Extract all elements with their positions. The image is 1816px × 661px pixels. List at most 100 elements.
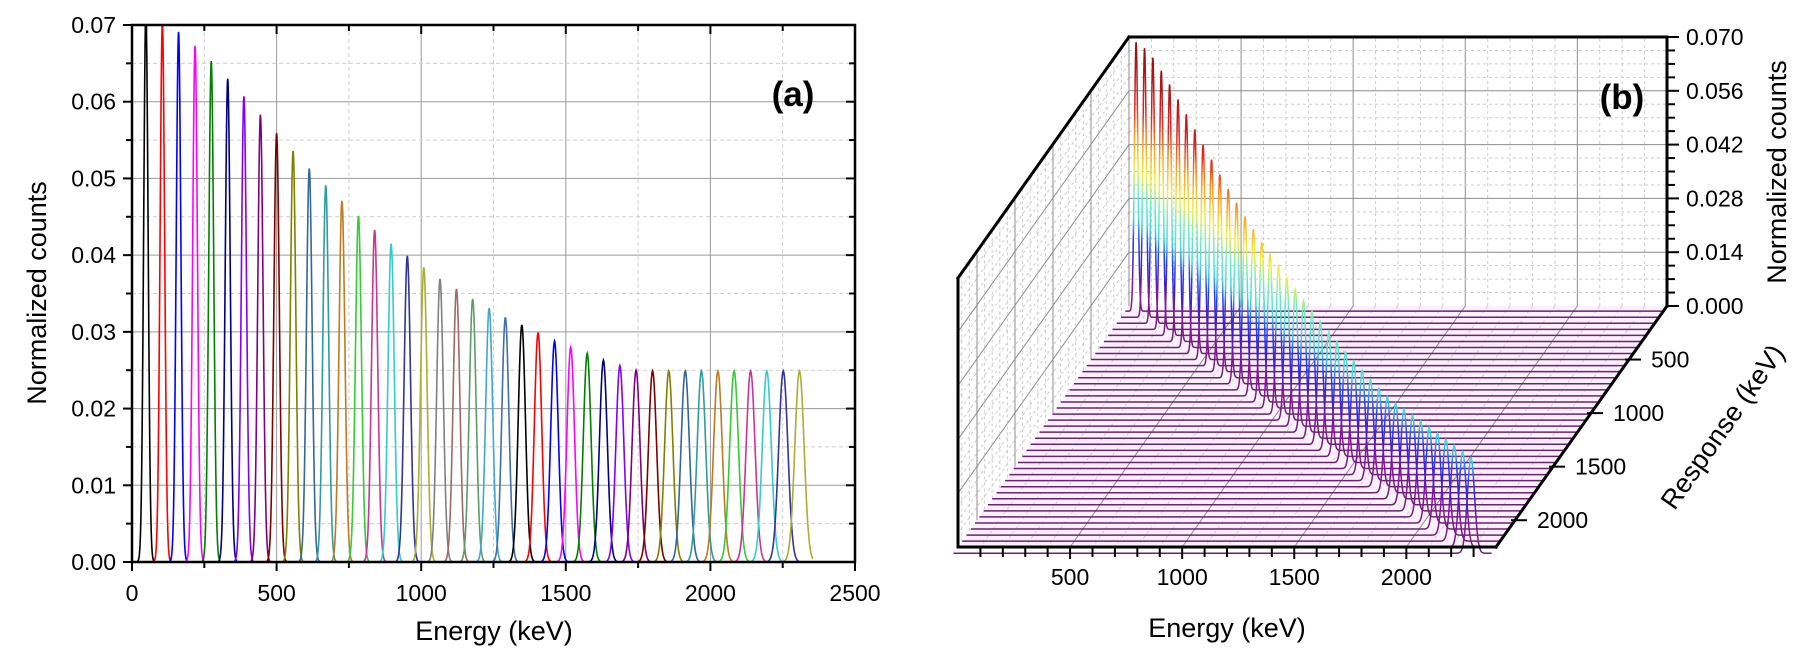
floor-grid-x <box>1383 305 1556 548</box>
trace-group <box>1125 42 1664 312</box>
y-tick-label: 0.00 <box>71 549 116 575</box>
z-tick-label: 0.014 <box>1686 239 1744 265</box>
series-line-25 <box>537 338 572 562</box>
trace-group <box>1116 57 1655 324</box>
trace-line-2 <box>1116 57 1655 324</box>
trace-group <box>1005 377 1544 482</box>
side-wall-grid-z <box>957 171 1130 413</box>
y-tick-label: 0.03 <box>71 319 116 345</box>
series-line-2 <box>167 31 190 562</box>
floor-grid-x <box>1092 305 1264 548</box>
series-line-27 <box>569 350 605 562</box>
side-wall-grid-z <box>957 90 1130 333</box>
trace-line-16 <box>1056 251 1595 409</box>
trace-group <box>962 443 1501 542</box>
series-line-28 <box>585 357 622 562</box>
series-line-18 <box>425 278 455 562</box>
panel-b-walls <box>958 37 1667 547</box>
trace-group <box>1026 329 1565 452</box>
side-wall-grid-z <box>957 198 1130 440</box>
trace-line-4 <box>1108 84 1647 337</box>
panel-a-chart: 0 500 1000 1500 2000 2500 0.00 0.01 0.02 0.03 0.04… <box>22 12 881 646</box>
series-line-0 <box>135 25 156 562</box>
panel-b-label: (b) <box>1600 78 1645 117</box>
floor-grid-x <box>1249 305 1421 548</box>
series-line-1 <box>152 25 173 562</box>
trace-group <box>1108 84 1647 337</box>
panel-a-x-axis-title: Energy (keV) <box>415 616 573 646</box>
trace-line-1 <box>1121 48 1660 318</box>
panel-b-z-axis-title: Normalized counts <box>1762 60 1792 284</box>
floor-grid-x <box>1159 305 1332 548</box>
trace-group <box>1000 386 1539 488</box>
series-line-11 <box>312 185 339 562</box>
side-wall-grid-z <box>957 225 1130 467</box>
panel-b-axes: 500 1000 1500 2000 500 1000 1500 2000 0.000 0.014… <box>955 24 1744 590</box>
trace-line-28 <box>1005 377 1544 482</box>
series-line-10 <box>296 168 323 562</box>
floor-grid-x <box>980 305 1152 548</box>
trace-line-17 <box>1052 263 1591 415</box>
trace-line-20 <box>1039 297 1578 433</box>
trace-line-15 <box>1060 242 1599 403</box>
trace-line-22 <box>1030 319 1569 446</box>
series-line-22 <box>489 317 522 562</box>
floor-grid-x <box>1136 305 1309 548</box>
series-line-19 <box>441 288 472 562</box>
trace-line-0 <box>1125 42 1664 312</box>
series-line-29 <box>602 363 638 562</box>
y-tick-label: 0.07 <box>71 12 116 38</box>
floor-grid-x <box>1271 305 1444 548</box>
trace-group <box>1056 251 1595 409</box>
panel-a-y-axis-title: Normalized counts <box>22 181 52 405</box>
trace-line-6 <box>1099 114 1638 349</box>
series-line-9 <box>280 150 306 562</box>
panel-b-traces <box>953 42 1664 554</box>
panel-a-series <box>132 25 814 562</box>
side-wall-grid-z <box>957 265 1130 507</box>
trace-group <box>1082 174 1621 373</box>
trace-group <box>1043 286 1582 427</box>
trace-line-14 <box>1065 229 1604 397</box>
x-tick-label: 500 <box>1051 564 1089 590</box>
x-tick-label: 1000 <box>396 580 447 606</box>
series-line-39 <box>762 368 804 562</box>
trace-group <box>1078 188 1617 379</box>
trace-line-26 <box>1013 359 1552 470</box>
trace-line-10 <box>1082 174 1621 373</box>
trace-group <box>1069 216 1608 391</box>
y-tick-label: 0.05 <box>71 165 116 191</box>
side-top-edge <box>955 34 1132 281</box>
series-line-31 <box>634 368 671 562</box>
x-tick-label: 0 <box>126 580 139 606</box>
series-line-20 <box>457 298 489 562</box>
series-line-37 <box>730 368 771 562</box>
trace-group <box>1060 242 1599 403</box>
floor-grid-x <box>1226 305 1399 548</box>
trace-group <box>1086 159 1625 367</box>
side-wall-grid-z <box>957 50 1130 292</box>
trace-group <box>953 456 1492 554</box>
side-wall-grid-z <box>957 130 1130 373</box>
y-tick-label: 0.04 <box>71 242 116 268</box>
side-wall-grid-z <box>957 184 1130 427</box>
series-line-35 <box>698 368 738 562</box>
side-wall-grid-z <box>957 157 1130 400</box>
trace-line-40 <box>953 456 1492 554</box>
x-tick-label: 1000 <box>1157 564 1208 590</box>
y-tick-label: 500 <box>1651 347 1689 373</box>
series-line-30 <box>617 367 655 562</box>
trace-group <box>1052 263 1591 415</box>
y-tick-label: 1500 <box>1575 454 1626 480</box>
trace-line-36 <box>970 431 1509 530</box>
floor-grid-x <box>1204 305 1376 548</box>
series-line-16 <box>392 255 422 562</box>
series-line-32 <box>650 368 688 562</box>
series-line-17 <box>409 267 439 562</box>
side-wall-grid-z <box>957 144 1130 386</box>
side-wall-grid-z <box>957 251 1130 494</box>
z-tick-label: 0.028 <box>1686 185 1744 211</box>
trace-group <box>1099 114 1638 349</box>
trace-group <box>1121 48 1660 318</box>
series-line-23 <box>505 324 539 562</box>
